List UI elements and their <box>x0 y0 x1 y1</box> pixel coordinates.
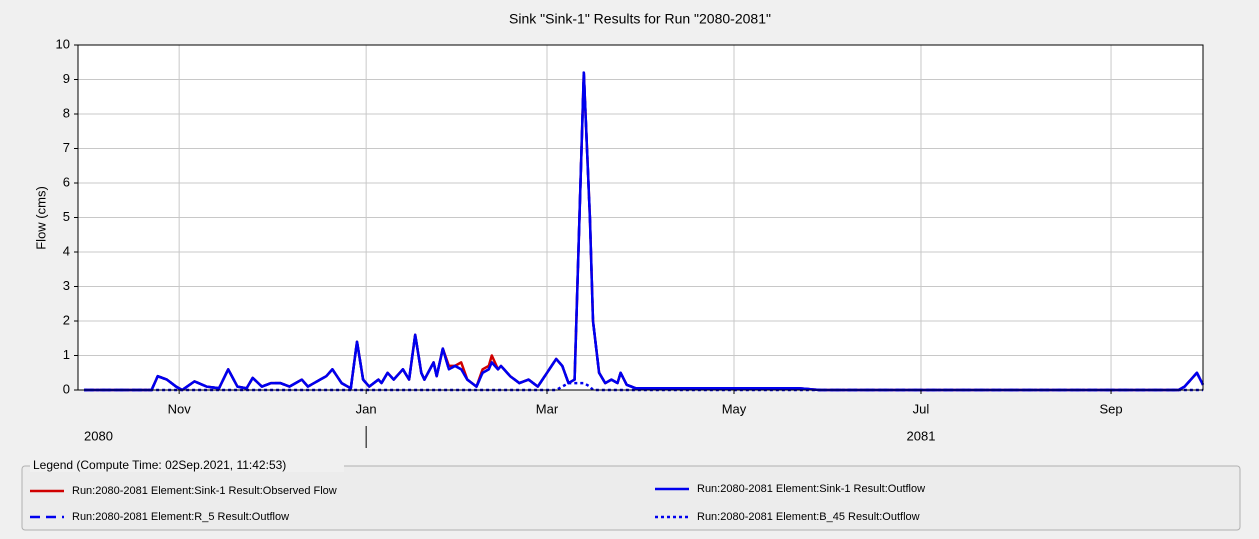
y-tick-label: 4 <box>63 243 70 258</box>
y-tick-label: 9 <box>63 71 70 86</box>
x-tick-label: Jan <box>356 401 377 416</box>
legend-title: Legend (Compute Time: 02Sep.2021, 11:42:… <box>33 458 286 472</box>
x-tick-label: Mar <box>536 401 559 416</box>
y-tick-label: 10 <box>56 36 70 51</box>
y-tick-label: 0 <box>63 381 70 396</box>
y-tick-label: 2 <box>63 312 70 327</box>
legend: Run:2080-2081 Element:Sink-1 Result:Obse… <box>30 483 925 523</box>
chart-title: Sink "Sink-1" Results for Run "2080-2081… <box>509 11 771 27</box>
y-axis-label: Flow (cms) <box>33 186 48 250</box>
legend-label: Run:2080-2081 Element:Sink-1 Result:Outf… <box>697 483 925 495</box>
x-tick-label: May <box>722 401 747 416</box>
legend-label: Run:2080-2081 Element:B_45 Result:Outflo… <box>697 511 920 523</box>
y-tick-label: 6 <box>63 174 70 189</box>
legend-title-bg <box>30 458 344 472</box>
x-tick-label: Nov <box>168 401 192 416</box>
year-label: 2080 <box>84 428 113 443</box>
axes: 0 1 2 3 4 5 6 7 8 9 10 Nov Jan Mar May Jul Sep 2080 2081 <box>56 36 1123 448</box>
year-label: 2081 <box>907 428 936 443</box>
y-tick-label: 5 <box>63 209 70 224</box>
x-tick-label: Jul <box>913 401 930 416</box>
legend-label: Run:2080-2081 Element:R_5 Result:Outflow <box>72 511 289 523</box>
y-tick-label: 1 <box>63 347 70 362</box>
legend-box <box>21 465 1241 531</box>
y-tick-label: 7 <box>63 140 70 155</box>
legend-label: Run:2080-2081 Element:Sink-1 Result:Obse… <box>72 485 337 497</box>
x-tick-label: Sep <box>1099 401 1122 416</box>
y-tick-label: 8 <box>63 105 70 120</box>
y-tick-label: 3 <box>63 278 70 293</box>
series-line <box>84 71 1205 392</box>
